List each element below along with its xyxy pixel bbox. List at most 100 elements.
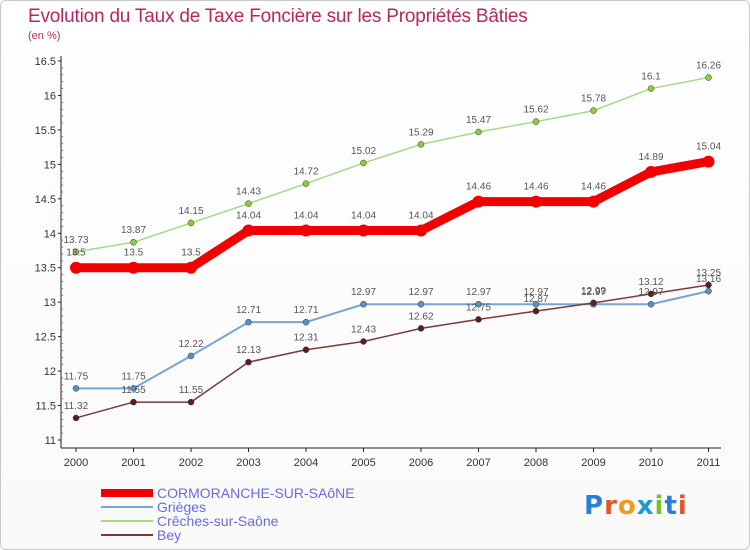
data-label: 12.97 <box>408 287 433 298</box>
data-label: 12.97 <box>581 287 606 298</box>
data-label: 14.15 <box>178 206 203 217</box>
logo-letter: r <box>604 491 618 521</box>
data-point <box>532 300 540 308</box>
data-point <box>587 195 600 208</box>
data-label: 13.73 <box>63 235 88 246</box>
series-markers <box>70 74 715 422</box>
series-line <box>75 290 710 390</box>
data-label: 12.97 <box>466 287 491 298</box>
data-point <box>475 316 482 323</box>
logo-letter: i <box>677 491 688 521</box>
data-label: 14.89 <box>638 152 663 163</box>
legend-swatch <box>101 534 153 536</box>
data-point <box>245 318 252 326</box>
data-point <box>645 165 657 178</box>
x-tick-label: 2007 <box>466 457 490 469</box>
data-label: 12.97 <box>351 287 376 298</box>
logo-letter: o <box>617 491 637 521</box>
logo-letter: x <box>636 491 655 521</box>
series-line <box>75 76 710 253</box>
legend-label: Crêches-sur-Saône <box>157 513 279 529</box>
data-point <box>702 155 715 168</box>
data-label: 14.04 <box>293 211 318 222</box>
data-label: 13.5 <box>124 248 144 259</box>
y-tick-label: 16 <box>44 90 56 102</box>
data-point <box>130 398 137 406</box>
data-label: 15.02 <box>351 146 376 157</box>
data-label: 12.99 <box>581 286 606 297</box>
legend-label: Grièges <box>157 499 207 515</box>
data-label: 11.55 <box>179 385 204 396</box>
data-label: 11.75 <box>121 371 146 382</box>
data-label: 15.29 <box>408 127 433 138</box>
data-label: 12.75 <box>466 302 491 313</box>
chart-unit-label: (en %) <box>28 30 61 42</box>
data-label: 12.43 <box>351 324 376 335</box>
x-tick-label: 2004 <box>294 457 318 469</box>
data-point <box>705 74 712 81</box>
data-point <box>475 300 482 308</box>
data-point <box>360 300 367 308</box>
data-point <box>472 195 485 208</box>
logo-letter: t <box>664 491 678 521</box>
y-tick-label: 16.5 <box>35 56 56 68</box>
data-point <box>530 195 542 208</box>
data-label: 11.32 <box>64 401 89 412</box>
data-labels: 13.5 13.5 13.5 14.04 14.04 14.04 14.04 14.46 14.… <box>63 61 721 412</box>
data-point <box>647 290 655 298</box>
data-point <box>417 325 425 332</box>
axes: 11 11.5 12 12.5 13 13.5 14 14.5 15 15.5 16 16.5 2000… <box>35 56 721 469</box>
data-label: 12.97 <box>523 287 548 298</box>
series-lines <box>71 76 713 419</box>
y-tick-label: 12.5 <box>35 332 56 344</box>
data-label: 12.97 <box>638 287 663 298</box>
data-point <box>300 224 312 237</box>
data-label: 13.16 <box>696 274 721 285</box>
data-point <box>647 85 655 92</box>
data-label: 12.62 <box>408 311 433 322</box>
data-point <box>130 238 137 246</box>
data-point <box>590 107 597 114</box>
data-label: 13.5 <box>181 248 201 259</box>
data-point <box>357 224 370 237</box>
data-point <box>127 261 140 274</box>
data-label: 13.87 <box>121 225 146 236</box>
data-point <box>302 318 310 326</box>
data-label: 16.1 <box>641 72 661 83</box>
data-point <box>72 248 80 256</box>
y-tick-label: 14 <box>44 228 56 240</box>
x-tick-label: 2009 <box>581 457 605 469</box>
x-tick-label: 2011 <box>697 457 721 469</box>
legend-swatch <box>101 520 153 522</box>
data-label: 14.04 <box>408 211 433 222</box>
x-tick-label: 2008 <box>524 457 548 469</box>
data-label: 11.55 <box>121 385 146 396</box>
y-tick-label: 11 <box>45 435 56 447</box>
data-point <box>187 352 195 360</box>
data-point <box>187 398 195 406</box>
data-point <box>187 219 195 227</box>
y-tick-label: 15 <box>44 159 56 171</box>
data-point <box>360 338 367 345</box>
data-label: 14.04 <box>351 211 376 222</box>
chart-title: Evolution du Taux de Taxe Foncière sur l… <box>28 6 528 27</box>
data-label: 12.22 <box>178 339 203 350</box>
x-tick-label: 2006 <box>409 457 433 469</box>
data-label: 12.71 <box>293 305 318 316</box>
legend-label: Bey <box>157 527 182 543</box>
data-point <box>242 224 255 237</box>
data-label: 15.47 <box>466 115 491 126</box>
data-label: 13.5 <box>66 248 86 259</box>
data-point <box>185 261 197 274</box>
data-label: 11.75 <box>64 371 89 382</box>
data-point <box>705 281 712 289</box>
x-tick-label: 2010 <box>639 457 663 469</box>
y-tick-label: 11.5 <box>35 401 56 413</box>
data-point <box>72 414 80 422</box>
data-label: 12.71 <box>236 305 261 316</box>
data-point <box>302 346 310 353</box>
proxiti-logo: Proxiti <box>584 491 688 521</box>
data-label: 15.78 <box>581 94 606 105</box>
data-label: 15.62 <box>523 105 548 116</box>
